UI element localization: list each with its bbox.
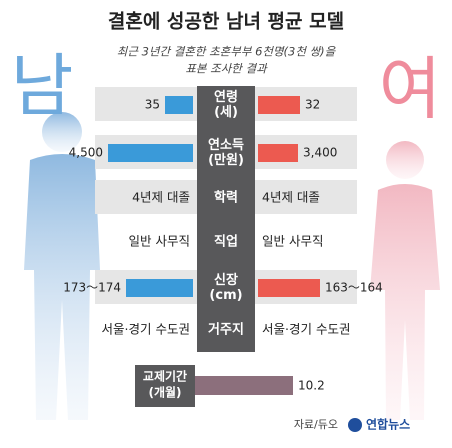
female-bar [258,144,298,162]
row-label: (cm) [209,288,242,303]
subtitle: 최근 3년간 결혼한 초혼부부 6천명(3천 쌍)을 [117,45,337,59]
row-label: 거주지 [208,323,244,338]
row-label: (세) [214,105,238,120]
male-value: 일반 사무직 [129,234,190,249]
male-silhouette [24,112,100,420]
dating-bar [195,376,293,395]
male-value: 173～174 [63,281,121,295]
male-bar [165,96,193,114]
row-label: 연소득 [208,138,244,153]
center-column [197,86,255,352]
title: 결혼에 성공한 남녀 평균 모델 [108,10,344,33]
female-value: 3,400 [303,146,337,160]
rows: 연령(세) 35 32 연소득(만원) 4,500 3,400 학력 4년제 대졸 4년제 대졸… [63,86,383,407]
female-value: 서울·경기 수도권 [262,322,350,337]
female-bar [258,279,320,297]
row-label: 연령 [214,90,238,105]
male-bar [126,279,193,297]
female-value: 4년제 대졸 [262,190,320,205]
female-value: 32 [305,98,320,112]
dating-value: 10.2 [298,379,325,393]
female-label: 여 [379,51,442,130]
female-value: 일반 사무직 [262,234,323,249]
male-value: 4,500 [69,146,103,160]
male-bar [108,144,193,162]
logo-icon [348,418,362,432]
subtitle: 표본 조사한 결과 [185,62,268,76]
row-label: 신장 [214,272,238,288]
row-label: (만원) [208,152,244,168]
female-silhouette [370,141,440,420]
male-value: 35 [145,98,160,112]
female-value: 163～164 [325,281,383,295]
dating-label-box [135,365,195,407]
row-label: 직업 [214,234,238,250]
source: 자료/듀오 [294,418,338,431]
female-bar [258,96,300,114]
dating-label: (개월) [148,385,181,400]
row-label: 학력 [214,190,238,206]
logo: 연합뉴스 [366,417,410,432]
male-value: 서울·경기 수도권 [102,322,190,337]
male-value: 4년제 대졸 [132,190,190,205]
male-label: 남 [11,48,74,127]
dating-label: 교제기간 [143,369,187,384]
